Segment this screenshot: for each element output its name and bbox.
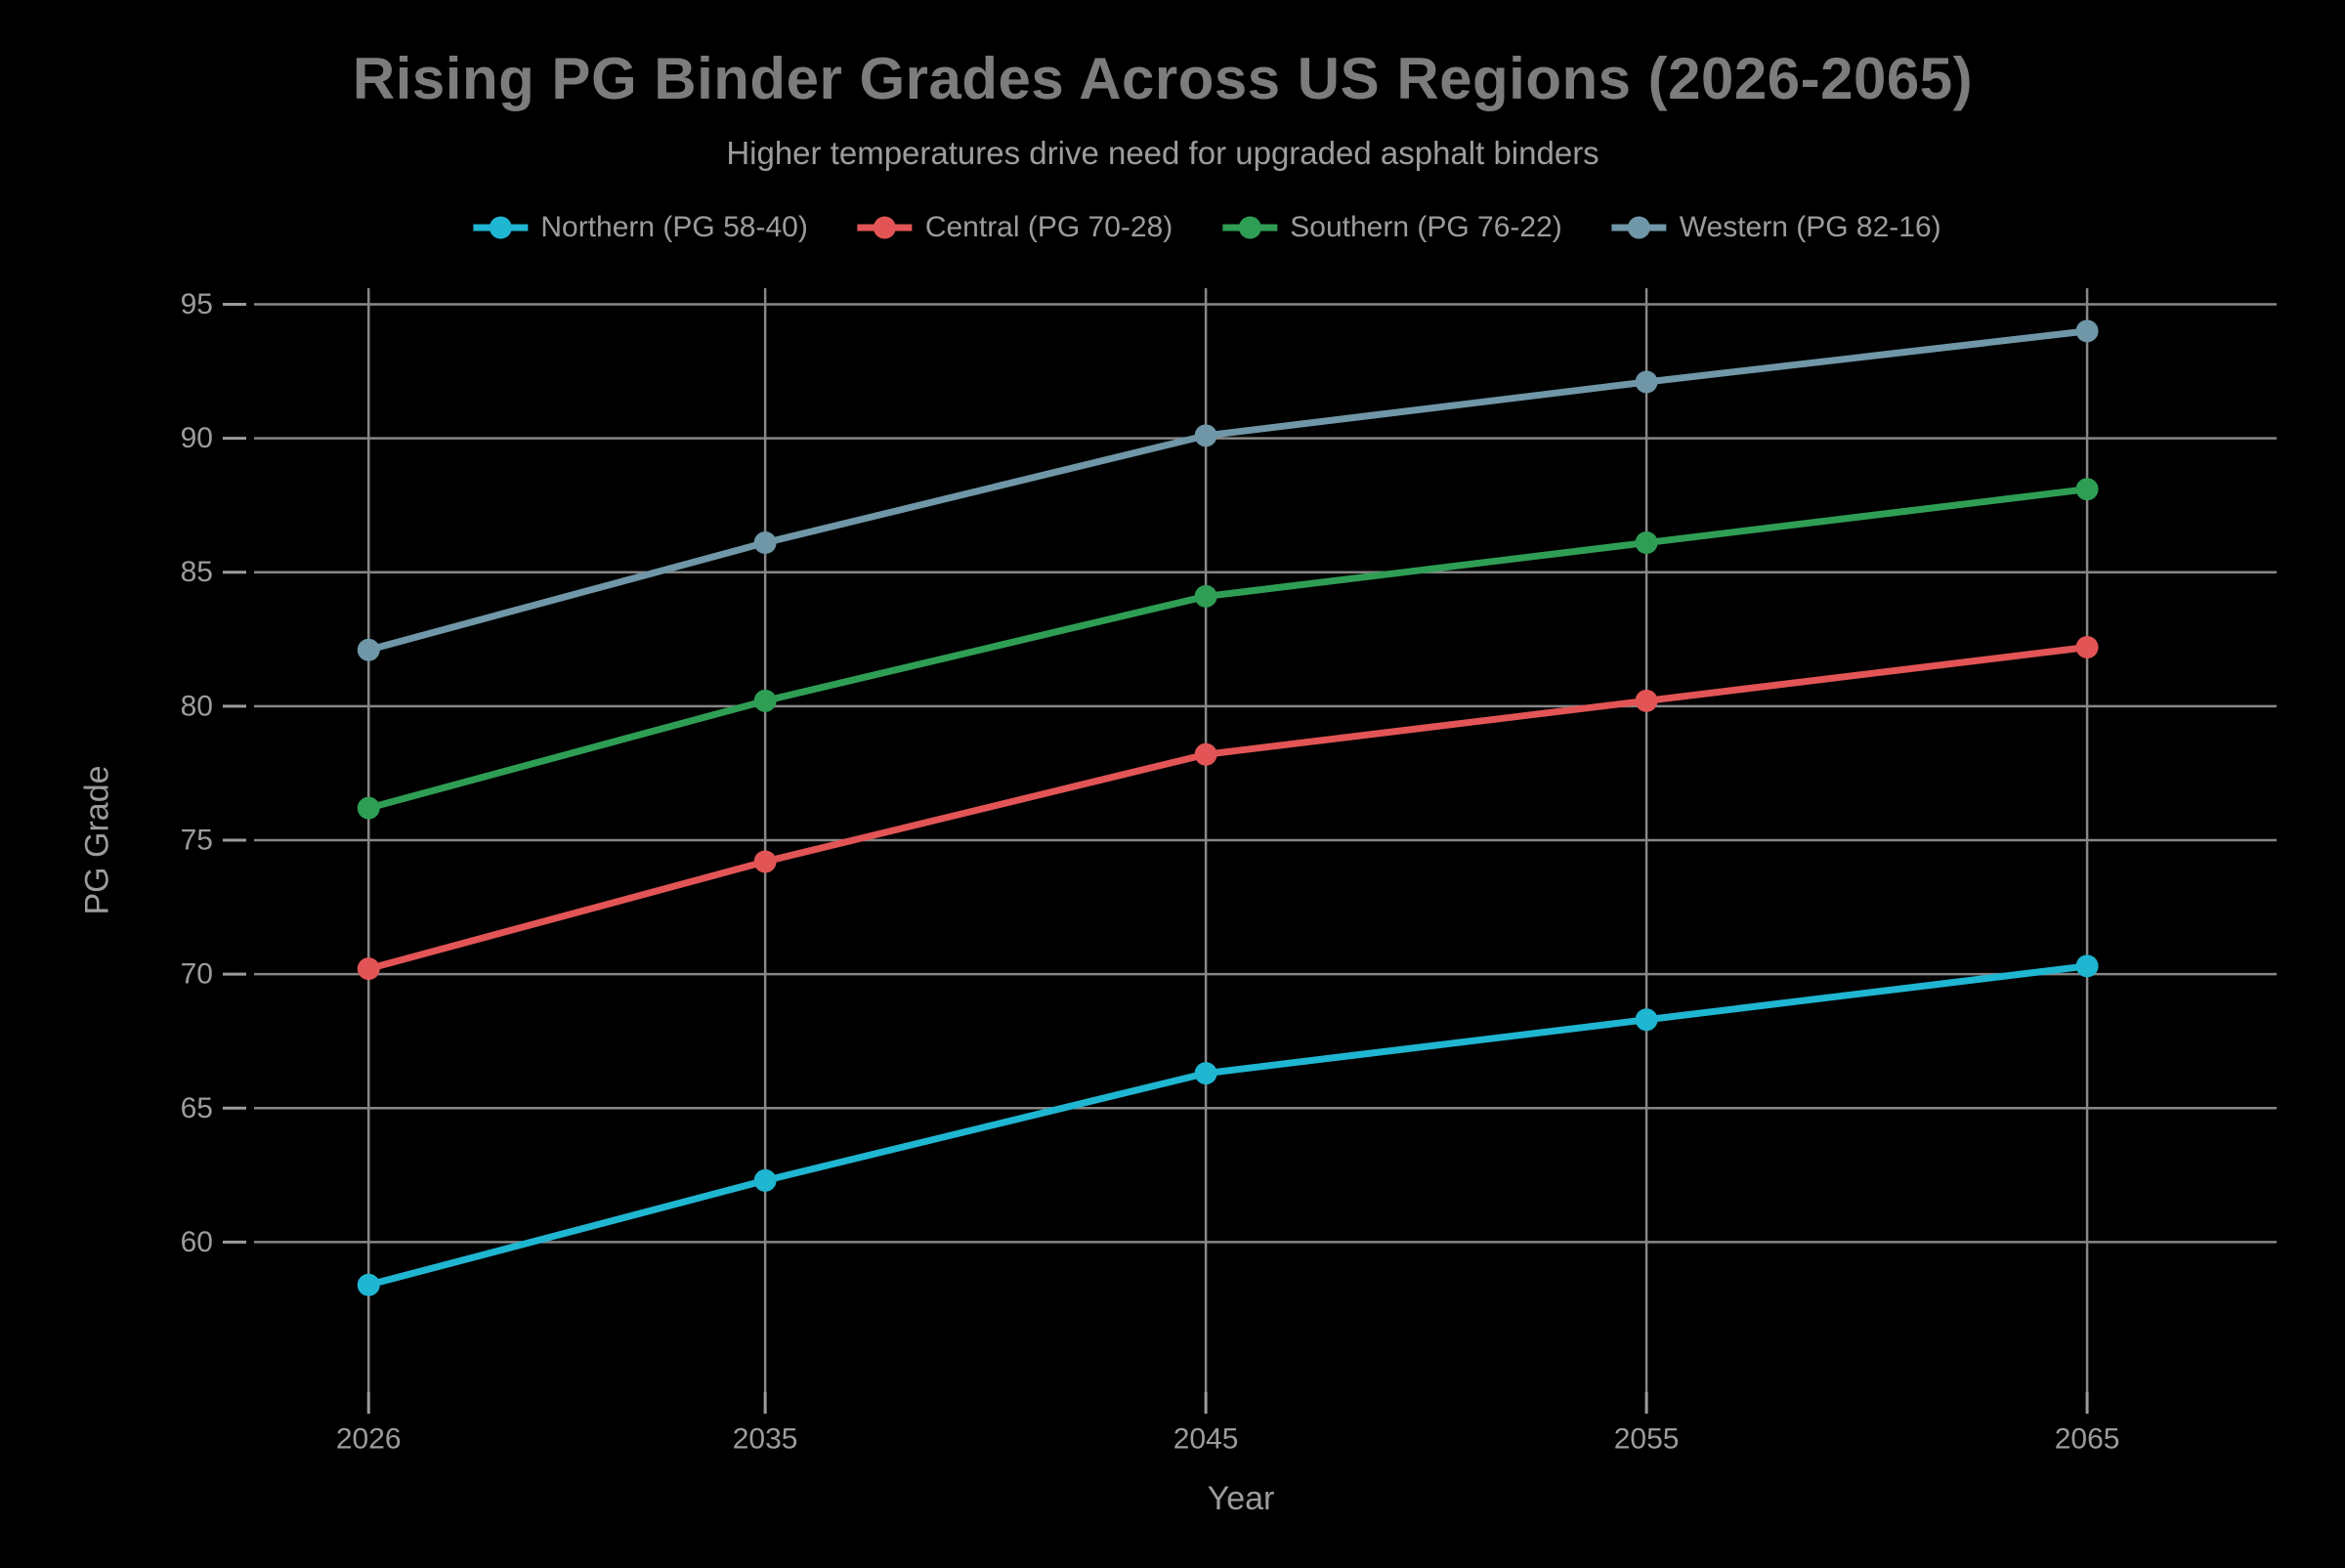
legend-item-northern[interactable]: Northern (PG 58-40) [472, 211, 808, 244]
data-point-central-2055[interactable] [1635, 689, 1658, 712]
x-tick-label: 2035 [733, 1423, 798, 1456]
data-point-northern-2045[interactable] [1194, 1062, 1217, 1085]
y-tick-label: 65 [181, 1092, 213, 1124]
legend-marker-southern-icon [1222, 216, 1278, 239]
series-line-central [364, 644, 2091, 973]
y-axis-title: PG Grade [78, 765, 116, 915]
x-tick-label: 2026 [336, 1423, 402, 1456]
data-point-western-2035[interactable] [753, 531, 777, 555]
data-point-central-2026[interactable] [357, 957, 380, 981]
data-point-southern-2065[interactable] [2075, 478, 2099, 501]
legend-marker-northern-icon [473, 216, 529, 239]
data-point-southern-2026[interactable] [357, 796, 380, 820]
x-tick-label: 2045 [1173, 1423, 1239, 1456]
data-point-northern-2055[interactable] [1635, 1008, 1658, 1032]
y-tick-label: 70 [181, 958, 213, 991]
x-axis-title: Year [1207, 1480, 1275, 1517]
y-tick-label: 60 [181, 1226, 213, 1258]
legend-marker-central-icon [857, 216, 913, 239]
data-point-southern-2035[interactable] [753, 689, 777, 712]
x-tick-label: 2055 [1614, 1423, 1680, 1456]
data-point-central-2045[interactable] [1194, 742, 1217, 766]
data-point-western-2065[interactable] [2075, 319, 2099, 343]
legend-label-western: Western (PG 82-16) [1679, 211, 1941, 243]
legend-marker-western-icon [1611, 216, 1667, 239]
series-line-northern [364, 962, 2091, 1289]
series-line-western [364, 327, 2091, 654]
x-tick-label: 2065 [2055, 1423, 2120, 1456]
data-point-southern-2055[interactable] [1635, 531, 1658, 555]
data-point-northern-2035[interactable] [753, 1168, 777, 1192]
data-point-central-2065[interactable] [2075, 636, 2099, 659]
y-tick-label: 85 [181, 556, 213, 588]
data-point-northern-2026[interactable] [357, 1273, 380, 1296]
legend-item-western[interactable]: Western (PG 82-16) [1611, 211, 1941, 244]
legend-label-central: Central (PG 70-28) [924, 211, 1173, 243]
data-point-western-2055[interactable] [1635, 370, 1658, 394]
data-point-western-2026[interactable] [357, 638, 380, 661]
data-point-western-2045[interactable] [1194, 424, 1217, 447]
legend-label-northern: Northern (PG 58-40) [540, 211, 808, 243]
y-tick-label: 80 [181, 690, 213, 722]
y-tick-label: 95 [181, 288, 213, 320]
legend-item-central[interactable]: Central (PG 70-28) [857, 211, 1172, 244]
data-point-central-2035[interactable] [753, 850, 777, 873]
chart-subtitle: Higher temperatures drive need for upgra… [726, 135, 1599, 171]
chart-title: Rising PG Binder Grades Across US Region… [352, 46, 1974, 111]
y-tick-label: 75 [181, 825, 213, 857]
data-point-southern-2045[interactable] [1194, 584, 1217, 608]
y-tick-label: 90 [181, 422, 213, 454]
legend: Northern (PG 58-40) Central (PG 70-28) Sou… [472, 211, 1941, 244]
legend-item-southern[interactable]: Southern (PG 76-22) [1221, 211, 1562, 244]
legend-label-southern: Southern (PG 76-22) [1290, 211, 1562, 243]
data-point-northern-2065[interactable] [2075, 954, 2099, 978]
series-line-southern [364, 486, 2091, 812]
